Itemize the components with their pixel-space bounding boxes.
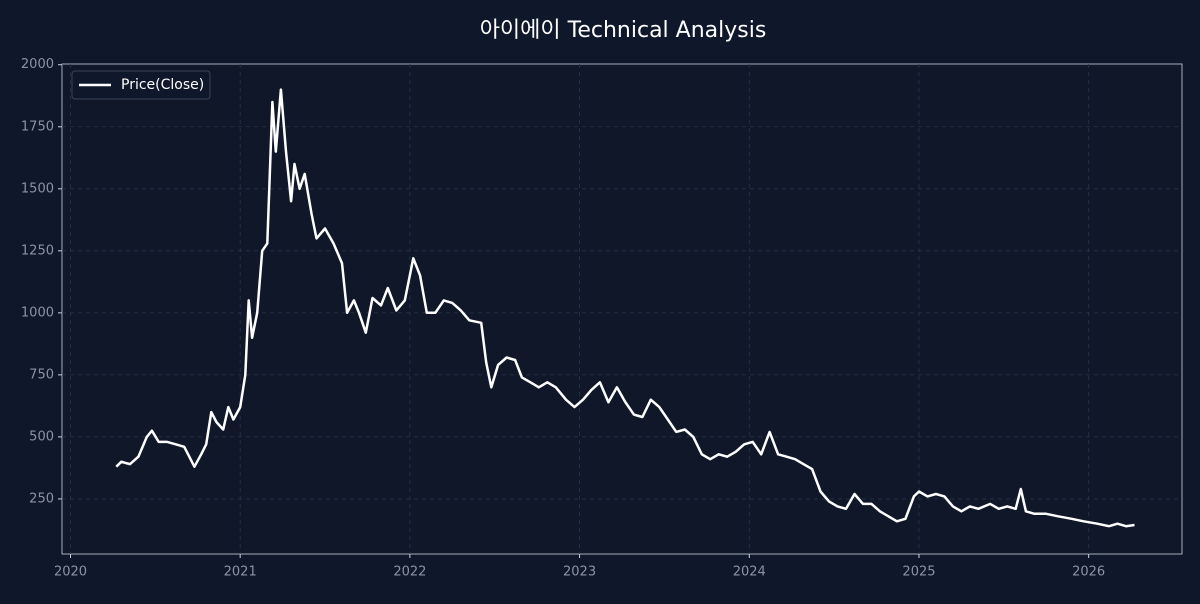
y-tick-label: 1000 xyxy=(21,305,54,320)
x-tick-label: 2023 xyxy=(563,565,596,580)
x-tick-label: 2021 xyxy=(224,565,257,580)
legend: Price(Close) xyxy=(71,70,211,100)
x-tick-label: 2025 xyxy=(902,565,935,580)
y-tick-label: 1750 xyxy=(21,119,54,134)
x-tick-label: 2022 xyxy=(393,565,426,580)
plot-area xyxy=(61,63,1183,555)
y-tick-label: 2000 xyxy=(21,57,54,72)
price-line xyxy=(115,88,1135,528)
y-tick-label: 1500 xyxy=(21,181,54,196)
x-tick-label: 2024 xyxy=(733,565,766,580)
x-tick-label: 2020 xyxy=(54,565,87,580)
x-tick-label: 2026 xyxy=(1072,565,1105,580)
y-tick-label: 750 xyxy=(29,367,54,382)
legend-label: Price(Close) xyxy=(121,77,204,93)
y-tick-label: 250 xyxy=(29,491,54,506)
y-tick-label: 500 xyxy=(29,429,54,444)
chart-title: 아이에이 Technical Analysis xyxy=(480,18,767,43)
legend-box xyxy=(71,70,211,100)
y-tick-label: 1250 xyxy=(21,243,54,258)
